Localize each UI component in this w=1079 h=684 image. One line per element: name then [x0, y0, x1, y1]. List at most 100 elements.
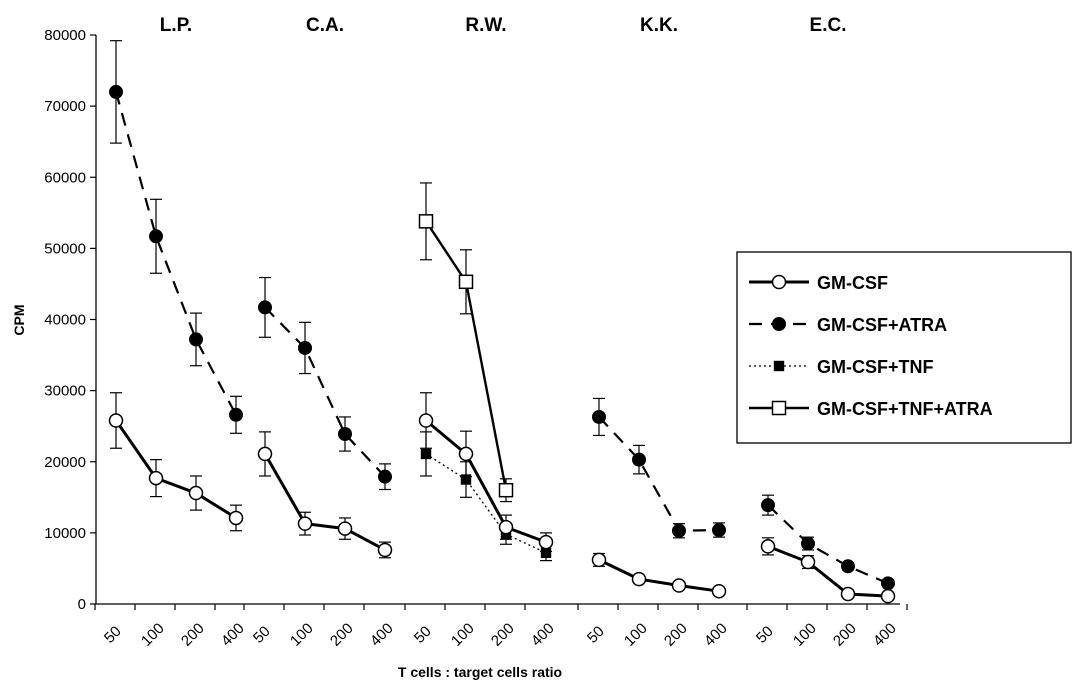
data-point [337, 521, 353, 536]
data-point [297, 516, 313, 531]
series-line [263, 453, 386, 552]
x-tick-label: 200 [178, 620, 208, 650]
data-point [800, 554, 816, 570]
x-tick-label: 100 [287, 620, 317, 650]
series-gm-csf [760, 537, 896, 604]
data-point [108, 413, 124, 428]
data-point [298, 340, 312, 355]
data-point [229, 407, 243, 422]
series-gm-csf [591, 552, 727, 599]
legend-marker [772, 317, 786, 331]
x-tick-label: 400 [701, 620, 731, 650]
y-tick-label: 30000 [44, 383, 86, 400]
data-point [148, 470, 164, 486]
data-point [631, 571, 647, 587]
data-point [841, 559, 855, 574]
legend-label: GM-CSF+TNF [817, 357, 934, 377]
group-label: K.K. [640, 15, 678, 36]
x-tick-label: 100 [138, 620, 168, 650]
x-tick-label: 400 [870, 620, 900, 650]
series-gm-csf-plus-atra [761, 494, 895, 591]
group-labels: L.P. C.A. R.W. K.K. E.C. [160, 15, 847, 36]
data-point [458, 446, 474, 462]
legend-marker [771, 274, 787, 290]
x-tick-label: 50 [584, 623, 608, 647]
y-tick-label: 20000 [44, 454, 86, 471]
data-point [258, 300, 272, 315]
x-tick-label: 50 [753, 623, 777, 647]
series-layer [108, 40, 896, 604]
legend-entry: GM-CSF [749, 273, 888, 293]
data-point [418, 214, 434, 229]
y-tick-label: 70000 [44, 98, 86, 115]
x-tick-label: 100 [448, 620, 478, 650]
series-gm-csf-plus-atra [258, 276, 392, 491]
data-point [498, 482, 514, 498]
series-line [425, 453, 547, 554]
series-line [767, 544, 889, 598]
x-tick-label: 400 [367, 620, 397, 650]
series-line [264, 306, 386, 478]
data-point [711, 583, 727, 599]
data-point [420, 448, 432, 460]
series-gm-csf-plus-atra [109, 40, 243, 434]
x-tick-label: 100 [621, 620, 651, 650]
legend-marker [771, 400, 787, 416]
legend: GM-CSF GM-CSF+ATRA GM-CSF+TNF GM-CSF+TNF+AT… [736, 251, 1072, 444]
x-tick-label: 50 [101, 623, 125, 647]
x-axis-title: T cells : target cells ratio [398, 664, 562, 680]
data-point [592, 409, 606, 424]
data-point [458, 274, 474, 290]
data-point [149, 229, 163, 244]
group-label: R.W. [465, 15, 506, 36]
series-gm-csf-plus-tnf-plus-atra [418, 182, 514, 503]
data-point [801, 536, 815, 551]
data-point [460, 474, 472, 485]
data-point [418, 413, 434, 428]
series-line [114, 91, 237, 416]
series-gm-csf [108, 392, 244, 532]
series-line [767, 504, 889, 585]
series-line [425, 419, 547, 544]
data-point [881, 576, 895, 591]
data-point [540, 547, 552, 558]
x-tick-label: 200 [488, 620, 518, 650]
data-point [840, 586, 856, 602]
y-tick-label: 40000 [44, 312, 86, 329]
data-point [591, 552, 607, 568]
data-point [632, 452, 646, 467]
series-line [598, 558, 720, 593]
data-point [257, 446, 273, 462]
series-gm-csf-plus-atra [592, 397, 726, 539]
x-tick-label: 400 [528, 620, 558, 650]
x-tick-label: 200 [661, 620, 691, 650]
x-tick-label: 100 [790, 620, 820, 650]
series-gm-csf [257, 431, 393, 559]
data-point [761, 498, 775, 513]
data-point [498, 519, 514, 535]
x-tick-label: 50 [411, 623, 435, 647]
data-point [189, 332, 203, 347]
legend-entry: GM-CSF+TNF [749, 357, 934, 377]
legend-box [736, 251, 1072, 444]
data-point [671, 578, 687, 593]
series-gm-csf-plus-tnf [420, 431, 552, 562]
x-tick-label: 50 [250, 623, 274, 647]
data-point [378, 469, 392, 484]
y-tick-label: 80000 [44, 27, 86, 44]
data-point [880, 588, 896, 604]
data-point [760, 539, 776, 554]
data-point [377, 542, 393, 558]
data-point [712, 523, 726, 538]
data-point [338, 427, 352, 442]
x-tick-label: 400 [218, 620, 248, 650]
legend-label: GM-CSF+ATRA [817, 315, 947, 335]
data-point [228, 510, 244, 526]
series-line [598, 416, 720, 532]
legend-label: GM-CSF [817, 273, 888, 293]
group-label: E.C. [810, 15, 847, 36]
y-tick-label: 0 [78, 596, 86, 613]
data-point [188, 485, 204, 501]
x-tick-label: 200 [327, 620, 357, 650]
